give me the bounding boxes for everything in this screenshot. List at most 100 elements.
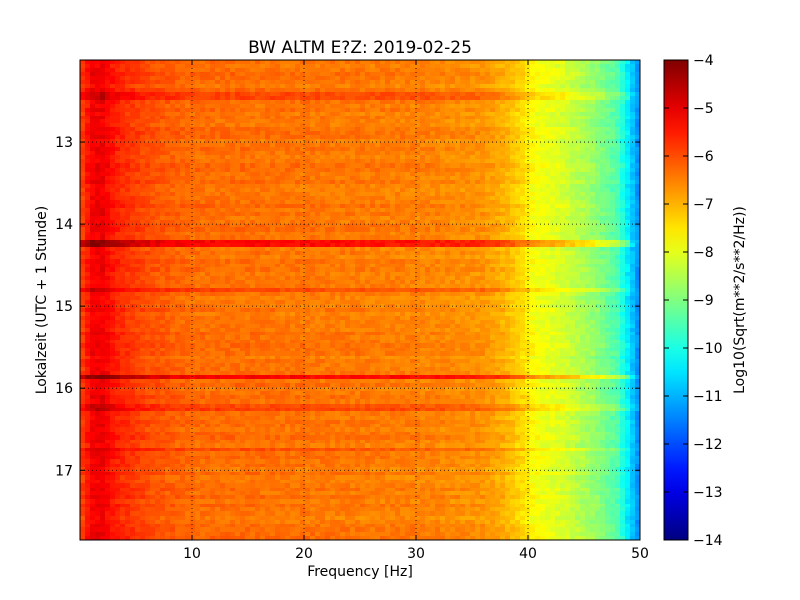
heatmap-cell [405,96,410,101]
heatmap-cell [435,108,440,113]
heatmap-cell [585,84,590,89]
heatmap-cell [495,147,500,152]
heatmap-cell [290,168,295,172]
heatmap-cell [370,119,375,124]
heatmap-cell [225,112,231,117]
heatmap-cell [370,184,375,188]
heatmap-cell [115,151,120,156]
heatmap-cell [505,72,510,77]
heatmap-cell [230,68,235,73]
heatmap-cell [375,76,381,81]
heatmap-cell [215,151,220,156]
heatmap-cell [435,151,440,156]
heatmap-cell [260,92,265,97]
heatmap-cell [290,176,295,180]
heatmap-cell [185,123,190,128]
heatmap-cell [480,68,485,73]
heatmap-cell [170,172,175,176]
heatmap-cell [250,60,255,64]
heatmap-cell [280,180,285,184]
heatmap-cell [405,135,410,140]
heatmap-cell [630,112,635,117]
heatmap-cell [625,96,630,101]
heatmap-cell [85,64,90,69]
heatmap-cell [155,188,160,192]
heatmap-cell [215,184,220,188]
heatmap-cell [120,135,125,140]
heatmap-cell [420,147,425,152]
heatmap-cell [290,184,295,188]
heatmap-cell [315,119,320,124]
heatmap-cell [290,68,295,73]
heatmap-cell [160,68,165,73]
heatmap-cell [615,104,620,109]
heatmap-cell [530,139,535,144]
heatmap-cell [440,80,445,85]
heatmap-cell [430,147,436,152]
heatmap-cell [285,139,290,144]
heatmap-cell [280,143,285,148]
heatmap-cell [435,163,440,168]
heatmap-cell [145,60,150,64]
heatmap-cell [245,112,251,117]
heatmap-cell [395,80,401,85]
heatmap-cell [105,104,110,109]
heatmap-cell [90,139,95,144]
heatmap-cell [195,188,200,192]
heatmap-cell [540,112,545,117]
heatmap-cell [550,108,555,113]
heatmap-cell [475,108,480,113]
heatmap-cell [180,96,185,101]
heatmap-cell [340,100,345,105]
heatmap-cell [545,172,550,176]
heatmap-cell [270,76,275,81]
heatmap-cell [525,68,530,73]
heatmap-cell [100,84,105,89]
heatmap-cell [555,188,560,192]
heatmap-cell [375,84,381,89]
heatmap-cell [190,143,195,148]
heatmap-cell [110,112,115,117]
heatmap-cell [570,180,575,184]
heatmap-cell [170,84,175,89]
heatmap-cell [195,96,200,101]
heatmap-cell [355,172,360,176]
heatmap-cell [120,88,125,93]
heatmap-cell [235,108,241,113]
heatmap-cell [440,127,445,132]
heatmap-cell [260,188,265,192]
heatmap-cell [570,108,575,113]
heatmap-cell [200,123,205,128]
heatmap-cell [250,96,255,101]
heatmap-cell [170,104,175,109]
heatmap-cell [355,96,360,101]
heatmap-cell [450,80,456,85]
heatmap-cell [390,127,395,132]
heatmap-cell [125,68,130,73]
heatmap-cell [365,64,370,69]
heatmap-cell [445,60,450,64]
heatmap-cell [115,80,120,85]
heatmap-cell [620,72,625,77]
heatmap-cell [135,100,140,105]
heatmap-cell [210,155,215,160]
heatmap-cell [95,139,100,144]
heatmap-cell [310,127,315,132]
heatmap-cell [555,68,560,73]
heatmap-cell [115,180,120,184]
heatmap-cell [360,64,366,69]
heatmap-cell [115,147,120,152]
heatmap-cell [195,108,200,113]
heatmap-cell [635,135,640,140]
heatmap-cell [105,188,110,192]
heatmap-cell [495,60,500,64]
heatmap-cell [290,88,295,93]
heatmap-cell [310,155,315,160]
heatmap-cell [525,116,530,120]
heatmap-cell [615,184,620,188]
heatmap-cell [290,72,295,77]
heatmap-cell [345,127,350,132]
heatmap-cell [470,127,475,132]
heatmap-cell [80,127,85,132]
heatmap-cell [485,119,491,124]
